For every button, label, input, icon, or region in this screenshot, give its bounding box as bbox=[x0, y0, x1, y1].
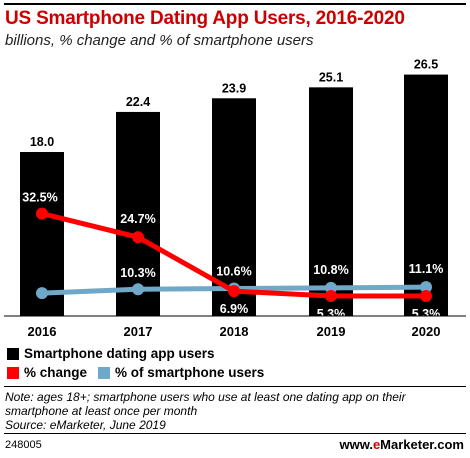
note-text: Note: ages 18+; smartphone users who use… bbox=[5, 390, 406, 418]
change-point-2017 bbox=[132, 231, 144, 244]
bar-label-2020: 26.5 bbox=[414, 58, 438, 72]
bar-2019 bbox=[309, 87, 353, 317]
brand-rest: Marketer.com bbox=[380, 437, 464, 452]
change-label-2020: 5.3% bbox=[412, 307, 441, 321]
chart-id: 248005 bbox=[5, 439, 42, 451]
x-tick-2019: 2019 bbox=[317, 324, 346, 339]
legend-item-share: % of smartphone users bbox=[98, 365, 264, 380]
brand-prefix: www. bbox=[339, 437, 373, 452]
x-tick-2018: 2018 bbox=[220, 324, 249, 339]
legend-label-share: % of smartphone users bbox=[115, 365, 265, 380]
share-label-2017: 10.3% bbox=[120, 266, 155, 280]
x-tick-2016: 2016 bbox=[28, 324, 57, 339]
chart-title: US Smartphone Dating App Users, 2016-202… bbox=[5, 8, 405, 29]
change-label-2017: 24.7% bbox=[120, 212, 155, 226]
top-rule bbox=[4, 3, 466, 5]
share-label-2020: 11.1% bbox=[409, 262, 444, 276]
chart-area: 18.0 22.4 23.9 25.1 26.5 32.5% 24.7% 6.9% 5.3% 5.… bbox=[4, 58, 466, 339]
legend-item-change: % change bbox=[7, 365, 87, 380]
bar-2018 bbox=[212, 98, 256, 317]
legend-label-users: Smartphone dating app users bbox=[24, 346, 215, 361]
bar-label-2018: 23.9 bbox=[222, 81, 246, 95]
share-point-2016 bbox=[36, 287, 48, 300]
bar-2020 bbox=[404, 74, 448, 317]
change-point-2018 bbox=[228, 285, 240, 298]
change-label-2016: 32.5% bbox=[22, 191, 57, 205]
share-point-2020 bbox=[420, 281, 432, 294]
bar-label-2017: 22.4 bbox=[126, 95, 150, 109]
x-tick-2017: 2017 bbox=[124, 324, 153, 339]
legend-item-users: Smartphone dating app users bbox=[7, 346, 215, 361]
bar-label-2019: 25.1 bbox=[319, 70, 343, 84]
bar-label-2016: 18.0 bbox=[30, 135, 54, 149]
brand-link[interactable]: www.eMarketer.com bbox=[339, 437, 464, 452]
change-point-2020 bbox=[420, 290, 432, 302]
footer-divider bbox=[4, 433, 466, 434]
chart-subtitle: billions, % change and % of smartphone u… bbox=[5, 32, 314, 49]
change-point-2019 bbox=[325, 290, 337, 302]
chart-note: Note: ages 18+; smartphone users who use… bbox=[5, 390, 465, 432]
share-point-2017 bbox=[132, 283, 144, 296]
bar-2017 bbox=[116, 111, 160, 316]
change-label-2019: 5.3% bbox=[317, 307, 346, 321]
legend-swatch-users bbox=[7, 347, 19, 360]
source-text: Source: eMarketer, June 2019 bbox=[5, 418, 166, 432]
share-label-2018: 10.6% bbox=[216, 264, 251, 278]
legend-swatch-change bbox=[7, 366, 19, 379]
note-divider bbox=[4, 386, 466, 387]
x-tick-2020: 2020 bbox=[412, 324, 441, 339]
share-label-2016: 8.8% bbox=[26, 270, 55, 284]
brand-e: e bbox=[372, 437, 381, 452]
legend-label-change: % change bbox=[24, 365, 88, 380]
change-point-2016 bbox=[36, 207, 48, 220]
legend-swatch-share bbox=[98, 366, 110, 379]
change-label-2018: 6.9% bbox=[220, 302, 249, 316]
share-label-2019: 10.8% bbox=[313, 263, 348, 277]
